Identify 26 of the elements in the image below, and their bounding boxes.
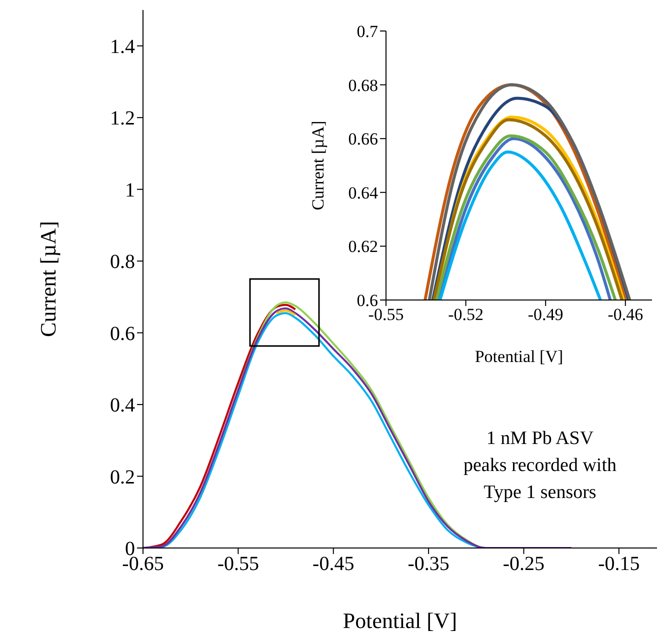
y-tick-label: 0.2: [110, 466, 135, 488]
y-tick-label: 0.64: [348, 183, 378, 202]
x-tick-label: -0.46: [608, 305, 644, 324]
x-tick-label: -0.15: [598, 553, 640, 576]
y-tick-label: 0.7: [356, 22, 378, 42]
x-axis-title: Potential [V]: [474, 347, 564, 366]
line-series: [143, 304, 296, 548]
x-tick-label: -0.49: [528, 305, 564, 324]
y-tick-label: 1.2: [110, 108, 135, 130]
y-tick-label: 0.68: [348, 76, 378, 95]
y-axis-title: Current [µA]: [308, 120, 328, 210]
x-tick-label: -0.52: [448, 305, 484, 324]
y-tick-label: 0.8: [110, 251, 135, 274]
y-tick-label: 0.66: [348, 130, 378, 149]
y-tick-label: 1: [125, 179, 135, 202]
x-tick-label: -0.45: [312, 553, 354, 576]
y-tick-label: 0.4: [110, 394, 135, 417]
annotation: 1 nM Pb ASV peaks recorded with Type 1 sensors: [462, 427, 618, 505]
x-tick-label: -0.55: [217, 553, 260, 576]
y-tick-label: 0.6: [110, 322, 135, 345]
x-tick-label: -0.25: [502, 553, 545, 576]
y-tick-label: 1.4: [110, 36, 135, 58]
x-tick-label: -0.35: [408, 553, 450, 576]
y-tick-label: 0.62: [348, 237, 378, 256]
x-axis-title: Potential [V]: [342, 608, 458, 633]
y-axis-title: Current [µA]: [36, 221, 60, 337]
